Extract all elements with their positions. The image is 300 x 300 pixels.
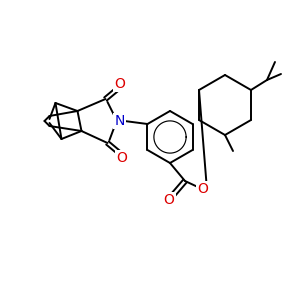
Text: O: O	[116, 151, 127, 165]
Text: N: N	[114, 114, 125, 128]
Text: O: O	[198, 182, 208, 196]
Text: O: O	[164, 193, 174, 207]
Text: O: O	[114, 77, 125, 91]
